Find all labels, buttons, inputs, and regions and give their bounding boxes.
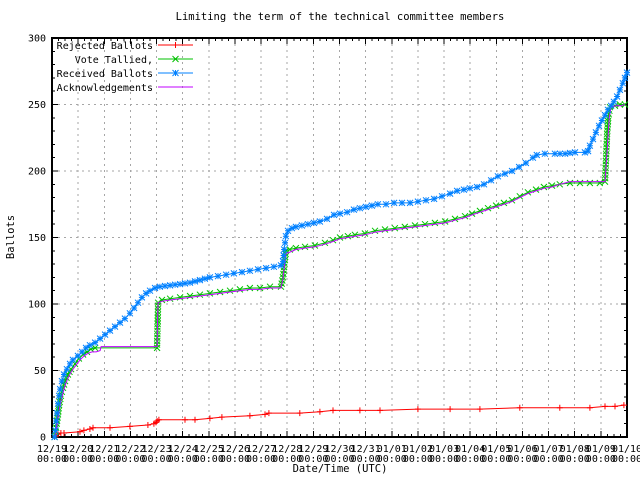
x-tick-label: 01/06 bbox=[507, 444, 537, 455]
x-tick-label: 01/09 bbox=[586, 444, 616, 455]
x-tick-time-label: 00:00 bbox=[429, 454, 459, 465]
y-tick-label: 50 bbox=[34, 366, 46, 377]
series-rejected-ballots bbox=[51, 402, 627, 440]
legend-label-acknowledgements: Acknowledgements bbox=[57, 83, 153, 94]
x-tick-time-label: 00:00 bbox=[560, 454, 590, 465]
legend-label-vote-tallied: Vote Tallied, bbox=[75, 55, 153, 66]
x-tick-time-label: 00:00 bbox=[481, 454, 511, 465]
legend-item-vote-tallied: Vote Tallied, bbox=[75, 55, 193, 66]
x-tick-label: 12/22 bbox=[115, 444, 145, 455]
x-tick-time-label: 00:00 bbox=[351, 454, 381, 465]
x-tick-time-label: 00:00 bbox=[377, 454, 407, 465]
y-tick-label: 300 bbox=[28, 34, 46, 45]
x-tick-time-label: 00:00 bbox=[246, 454, 276, 465]
x-tick-label: 12/28 bbox=[272, 444, 302, 455]
y-tick-label: 100 bbox=[28, 300, 46, 311]
x-tick-label: 01/03 bbox=[429, 444, 459, 455]
series-line-acknowledgements bbox=[54, 104, 626, 438]
x-tick-label: 12/24 bbox=[168, 444, 198, 455]
x-tick-labels: 12/1900:0012/2000:0012/2100:0012/2200:00… bbox=[37, 444, 640, 465]
chart-title: Limiting the term of the technical commi… bbox=[176, 11, 505, 23]
x-tick-time-label: 00:00 bbox=[403, 454, 433, 465]
legend-item-received-ballots: Received Ballots bbox=[57, 69, 193, 80]
x-tick-label: 01/07 bbox=[534, 444, 564, 455]
x-tick-label: 12/19 bbox=[37, 444, 67, 455]
x-tick-time-label: 00:00 bbox=[220, 454, 250, 465]
x-tick-label: 12/26 bbox=[220, 444, 250, 455]
x-tick-time-label: 00:00 bbox=[612, 454, 640, 465]
grid-lines bbox=[52, 38, 627, 437]
x-tick-time-label: 00:00 bbox=[37, 454, 67, 465]
x-tick-time-label: 00:00 bbox=[534, 454, 564, 465]
x-tick-label: 01/02 bbox=[403, 444, 433, 455]
x-axis-label: Date/Time (UTC) bbox=[293, 463, 388, 475]
x-tick-label: 12/27 bbox=[246, 444, 276, 455]
x-tick-time-label: 00:00 bbox=[89, 454, 119, 465]
legend-item-acknowledgements: Acknowledgements bbox=[57, 83, 193, 94]
legend-sample-marker-rejected-ballots bbox=[172, 42, 179, 48]
axes-border-and-ticks bbox=[51, 37, 628, 438]
x-tick-label: 01/10 bbox=[612, 444, 640, 455]
x-tick-time-label: 00:00 bbox=[324, 454, 354, 465]
x-tick-label: 12/20 bbox=[63, 444, 93, 455]
x-tick-label: 01/04 bbox=[455, 444, 485, 455]
x-tick-label: 12/30 bbox=[324, 444, 354, 455]
x-tick-time-label: 00:00 bbox=[272, 454, 302, 465]
y-tick-label: 0 bbox=[40, 433, 46, 444]
y-tick-label: 150 bbox=[28, 233, 46, 244]
x-tick-time-label: 00:00 bbox=[507, 454, 537, 465]
y-tick-labels: 0 50 100 150 200 250 300 bbox=[28, 34, 46, 444]
x-tick-time-label: 00:00 bbox=[115, 454, 145, 465]
legend-sample-marker-received-ballots bbox=[172, 69, 179, 77]
legend: Rejected Ballots Vote Tallied, Received Ba… bbox=[57, 41, 193, 94]
x-tick-time-label: 00:00 bbox=[168, 454, 198, 465]
x-tick-label: 12/31 bbox=[351, 444, 381, 455]
x-tick-label: 12/21 bbox=[89, 444, 119, 455]
y-tick-label: 200 bbox=[28, 167, 46, 178]
x-tick-time-label: 00:00 bbox=[63, 454, 93, 465]
x-tick-time-label: 00:00 bbox=[298, 454, 328, 465]
legend-sample-marker-vote-tallied bbox=[172, 55, 179, 63]
x-tick-label: 01/01 bbox=[377, 444, 407, 455]
series-received-ballots bbox=[51, 69, 631, 441]
x-tick-label: 12/25 bbox=[194, 444, 224, 455]
series-markers-received-ballots bbox=[51, 69, 631, 441]
x-tick-time-label: 00:00 bbox=[586, 454, 616, 465]
y-axis-label: Ballots bbox=[5, 215, 17, 259]
series-acknowledgements bbox=[54, 104, 626, 438]
x-tick-time-label: 00:00 bbox=[455, 454, 485, 465]
x-tick-time-label: 00:00 bbox=[141, 454, 171, 465]
x-tick-label: 12/23 bbox=[141, 444, 171, 455]
x-tick-label: 01/05 bbox=[481, 444, 511, 455]
legend-label-received-ballots: Received Ballots bbox=[57, 69, 153, 80]
legend-label-rejected-ballots: Rejected Ballots bbox=[57, 41, 153, 52]
x-tick-label: 12/29 bbox=[298, 444, 328, 455]
y-tick-label: 250 bbox=[28, 100, 46, 111]
series-line-received-ballots bbox=[54, 72, 628, 438]
x-tick-label: 01/08 bbox=[560, 444, 590, 455]
legend-item-rejected-ballots: Rejected Ballots bbox=[57, 41, 193, 52]
x-tick-time-label: 00:00 bbox=[194, 454, 224, 465]
